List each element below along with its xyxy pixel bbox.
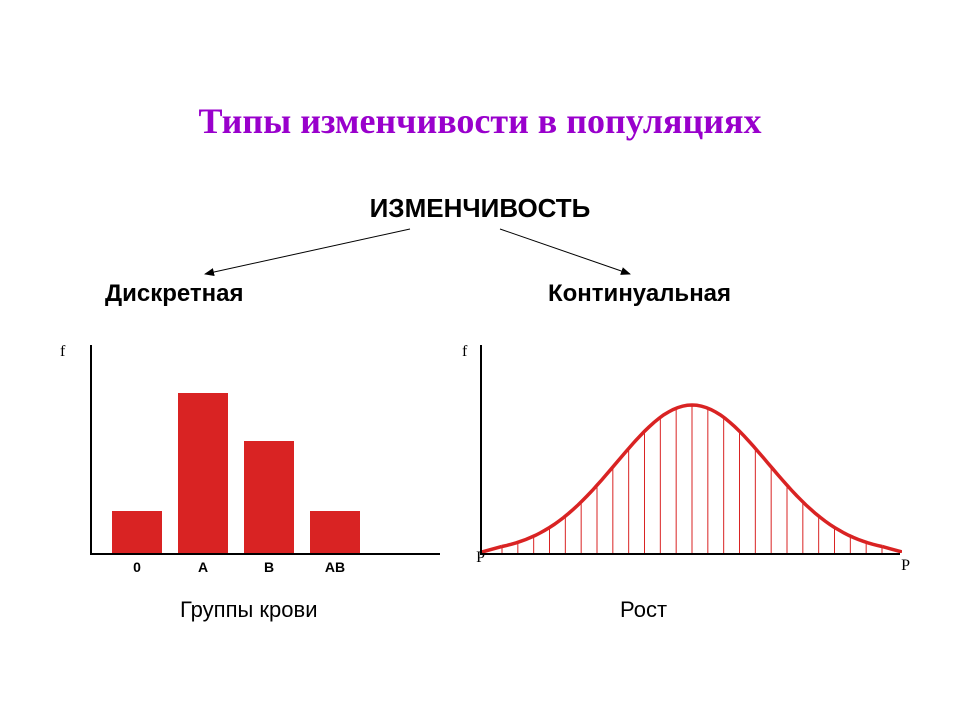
curve-svg	[482, 343, 902, 553]
curve-y-axis-label: f	[462, 343, 467, 361]
bar-chart: f 0ABAB P	[60, 335, 480, 595]
bar-category-label: A	[178, 559, 228, 575]
bar-plot: 0ABAB	[90, 345, 440, 555]
curve-chart-caption: Рост	[620, 597, 667, 623]
bar	[178, 393, 228, 553]
curve-x-axis-label: P	[901, 557, 910, 575]
branch-right-label: Континуальная	[548, 280, 731, 308]
bar-category-label: 0	[112, 559, 162, 575]
bar-category-label: B	[244, 559, 294, 575]
branch-arrows	[0, 224, 960, 284]
bar-category-label: AB	[310, 559, 360, 575]
bar	[244, 441, 294, 553]
bar-chart-caption: Группы крови	[180, 597, 318, 623]
subtitle: ИЗМЕНЧИВОСТЬ	[0, 193, 960, 224]
curve-plot: f P	[480, 345, 900, 555]
bar	[310, 511, 360, 553]
bar	[112, 511, 162, 553]
bar-y-axis-label: f	[60, 343, 65, 361]
curve-chart: f P	[450, 335, 870, 595]
main-title: Типы изменчивости в популяциях	[0, 100, 960, 142]
branch-left-label: Дискретная	[105, 280, 244, 308]
chart-area: f 0ABAB P f P Группы крови Рост	[50, 335, 910, 645]
